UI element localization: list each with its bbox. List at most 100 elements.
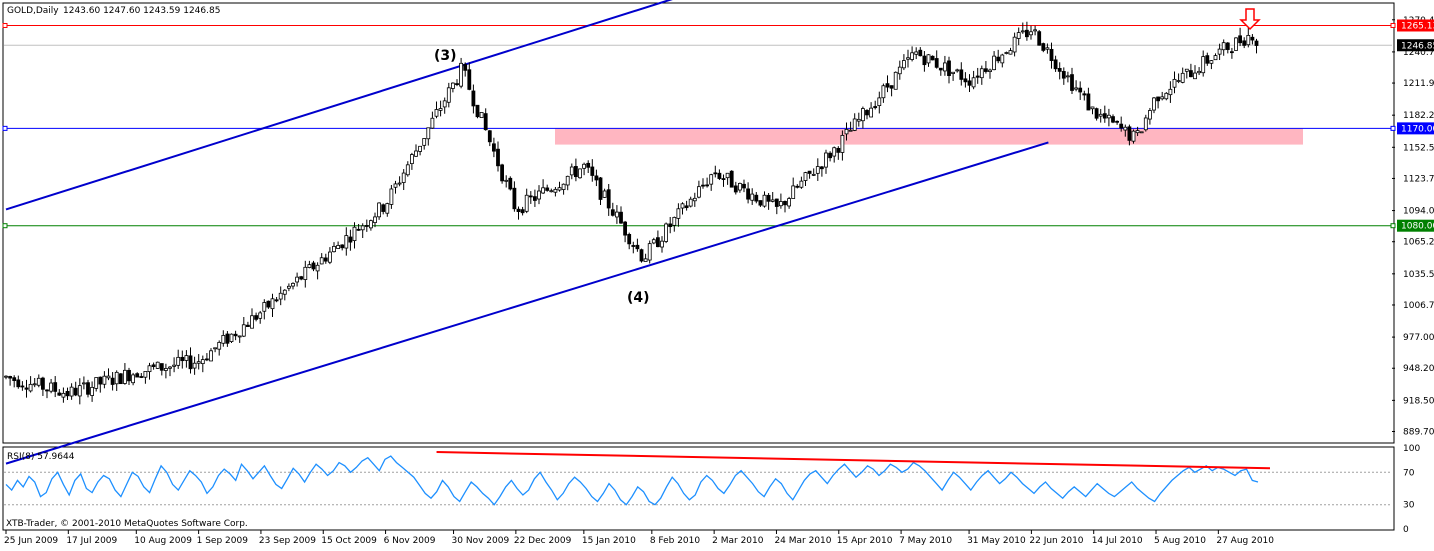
candle bbox=[836, 146, 841, 160]
candle bbox=[770, 192, 775, 203]
candle bbox=[368, 219, 373, 231]
candle bbox=[209, 348, 213, 362]
candle bbox=[262, 299, 267, 320]
y-tick-label: 977.00 bbox=[1403, 333, 1434, 343]
candle bbox=[24, 379, 29, 398]
candle bbox=[1037, 30, 1042, 46]
candle bbox=[36, 374, 41, 388]
candle bbox=[98, 376, 103, 393]
resistance-line-handle[interactable] bbox=[2, 22, 8, 28]
resistance-price-tag: 1265.13 bbox=[1397, 19, 1434, 32]
candle bbox=[520, 206, 525, 216]
candle bbox=[200, 355, 205, 373]
x-tick-label: 27 Aug 2010 bbox=[1216, 536, 1274, 546]
candle bbox=[902, 54, 906, 71]
candle bbox=[914, 47, 919, 60]
candle bbox=[1008, 47, 1013, 55]
svg-text:1246.85: 1246.85 bbox=[1401, 41, 1434, 51]
candle bbox=[516, 206, 521, 220]
low-price-tag: 1080.00 bbox=[1397, 219, 1434, 232]
candle bbox=[176, 349, 181, 369]
candle bbox=[725, 172, 730, 185]
x-tick-label: 22 Jun 2010 bbox=[1029, 536, 1083, 546]
support-line-handle-right[interactable] bbox=[1390, 125, 1396, 131]
candle bbox=[1197, 67, 1201, 76]
x-tick-label: 25 Jun 2009 bbox=[4, 536, 58, 546]
support-line-handle[interactable] bbox=[2, 125, 8, 131]
resistance-line-handle-right[interactable] bbox=[1390, 22, 1396, 28]
candle bbox=[832, 146, 837, 163]
chart-ohlc-label: 1243.60 1247.60 1243.59 1246.85 bbox=[63, 6, 220, 16]
channel-lower-line[interactable] bbox=[5, 141, 1049, 465]
candle bbox=[733, 181, 738, 195]
candle bbox=[893, 71, 898, 90]
x-tick-label: 5 Aug 2010 bbox=[1154, 536, 1206, 546]
candle bbox=[53, 376, 58, 398]
candle bbox=[258, 310, 263, 324]
rsi-trendline[interactable] bbox=[436, 451, 1271, 470]
candle bbox=[77, 378, 82, 405]
candle bbox=[1180, 67, 1185, 84]
candle bbox=[1078, 81, 1083, 100]
candle bbox=[799, 176, 804, 189]
candle bbox=[299, 275, 304, 281]
candle bbox=[602, 188, 607, 198]
candle bbox=[807, 170, 812, 179]
candle bbox=[446, 82, 451, 108]
candle bbox=[963, 72, 968, 88]
candle bbox=[922, 51, 927, 72]
x-tick-label: 10 Aug 2009 bbox=[134, 536, 192, 546]
candle bbox=[1250, 34, 1255, 45]
candle bbox=[1143, 114, 1148, 132]
rsi-tick-label: 30 bbox=[1403, 501, 1415, 511]
candle bbox=[471, 84, 476, 114]
candle bbox=[430, 111, 435, 129]
candle bbox=[639, 248, 644, 263]
candle bbox=[684, 200, 689, 211]
candle bbox=[811, 168, 816, 177]
candle bbox=[225, 331, 230, 347]
candle bbox=[910, 46, 914, 62]
candle bbox=[204, 353, 209, 362]
candle bbox=[512, 181, 517, 212]
candle bbox=[959, 62, 964, 86]
x-tick-label: 15 Apr 2010 bbox=[837, 536, 893, 546]
candle bbox=[168, 366, 172, 377]
candle bbox=[1111, 114, 1115, 124]
candle bbox=[975, 67, 980, 84]
candle bbox=[545, 184, 550, 192]
candle bbox=[856, 112, 861, 127]
candle bbox=[241, 317, 246, 338]
candle bbox=[758, 200, 763, 207]
candle bbox=[459, 57, 464, 89]
y-tick-label: 1152.50 bbox=[1403, 143, 1434, 153]
candle bbox=[996, 49, 1001, 64]
candle bbox=[360, 223, 365, 238]
support-price-tag: 1170.00 bbox=[1397, 122, 1434, 134]
candle bbox=[631, 241, 636, 254]
y-tick-label: 1123.70 bbox=[1403, 174, 1434, 184]
candle bbox=[565, 175, 570, 191]
candle bbox=[750, 188, 755, 205]
candle bbox=[1152, 96, 1156, 114]
candle bbox=[1205, 52, 1210, 66]
candle bbox=[651, 237, 656, 245]
candle bbox=[41, 376, 45, 396]
candle bbox=[1082, 90, 1087, 101]
y-tick-label: 918.50 bbox=[1403, 396, 1434, 406]
candle bbox=[1189, 63, 1193, 78]
candle bbox=[1148, 107, 1152, 125]
low-line-handle[interactable] bbox=[2, 223, 8, 229]
candle bbox=[217, 340, 222, 356]
candle bbox=[795, 184, 800, 189]
low-line-handle-right[interactable] bbox=[1390, 223, 1396, 229]
candle bbox=[127, 367, 131, 386]
candle bbox=[213, 347, 218, 353]
candle bbox=[967, 74, 972, 93]
candle bbox=[155, 361, 160, 370]
candle bbox=[541, 179, 545, 194]
channel-upper-line[interactable] bbox=[5, 0, 742, 211]
candle bbox=[873, 100, 878, 110]
